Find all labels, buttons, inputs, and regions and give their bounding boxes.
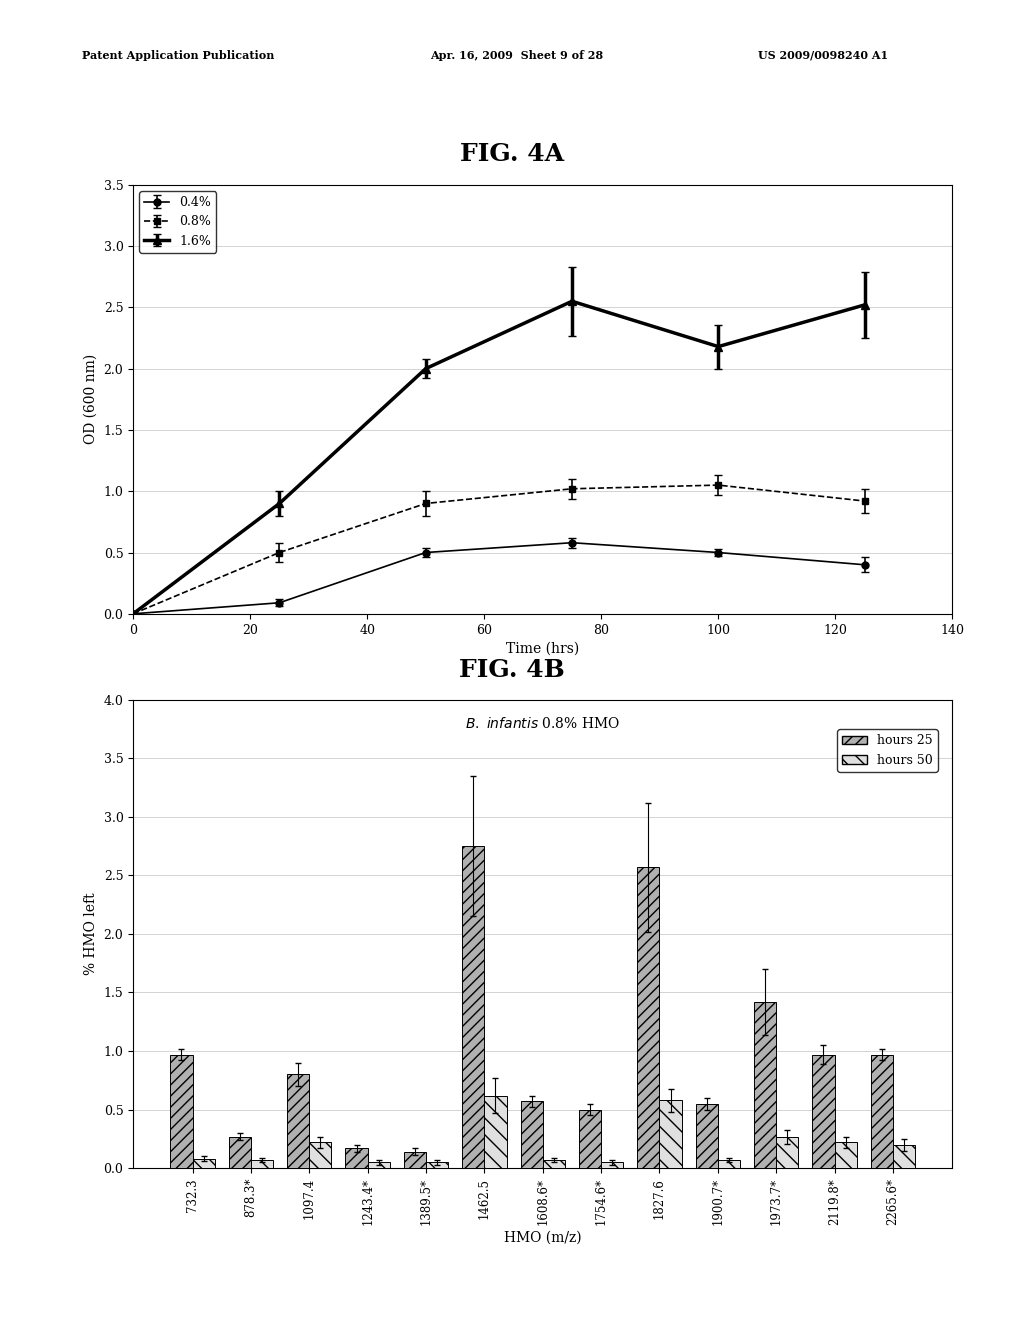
Legend: hours 25, hours 50: hours 25, hours 50 — [838, 729, 938, 771]
Bar — [484, 1096, 507, 1168]
Bar — [835, 1142, 857, 1168]
Text: FIG. 4A: FIG. 4A — [460, 143, 564, 166]
Bar — [870, 1055, 893, 1168]
X-axis label: HMO (m/z): HMO (m/z) — [504, 1230, 582, 1245]
Text: $\mathit{B.\ infantis}$ 0.8% HMO: $\mathit{B.\ infantis}$ 0.8% HMO — [465, 715, 621, 731]
Bar — [462, 846, 484, 1168]
Text: Apr. 16, 2009  Sheet 9 of 28: Apr. 16, 2009 Sheet 9 of 28 — [430, 50, 603, 61]
Bar — [776, 1137, 799, 1168]
Bar — [228, 1137, 251, 1168]
X-axis label: Time (hrs): Time (hrs) — [506, 642, 580, 656]
Bar — [426, 1163, 449, 1168]
Bar — [893, 1144, 915, 1168]
Bar — [287, 1074, 309, 1168]
Bar — [543, 1160, 565, 1168]
Bar — [170, 1055, 193, 1168]
Y-axis label: % HMO left: % HMO left — [84, 892, 98, 975]
Bar — [695, 1104, 718, 1168]
Bar — [579, 1110, 601, 1168]
Text: FIG. 4B: FIG. 4B — [459, 659, 565, 682]
Bar — [718, 1160, 740, 1168]
Bar — [601, 1163, 624, 1168]
Bar — [659, 1101, 682, 1168]
Bar — [754, 1002, 776, 1168]
Bar — [637, 867, 659, 1168]
Bar — [193, 1159, 215, 1168]
Bar — [403, 1152, 426, 1168]
Bar — [368, 1163, 390, 1168]
Legend: 0.4%, 0.8%, 1.6%: 0.4%, 0.8%, 1.6% — [139, 191, 216, 252]
Bar — [520, 1101, 543, 1168]
Y-axis label: OD (600 nm): OD (600 nm) — [84, 354, 98, 445]
Text: US 2009/0098240 A1: US 2009/0098240 A1 — [758, 50, 888, 61]
Bar — [251, 1160, 273, 1168]
Text: Patent Application Publication: Patent Application Publication — [82, 50, 274, 61]
Bar — [309, 1142, 332, 1168]
Bar — [345, 1148, 368, 1168]
Bar — [812, 1055, 835, 1168]
